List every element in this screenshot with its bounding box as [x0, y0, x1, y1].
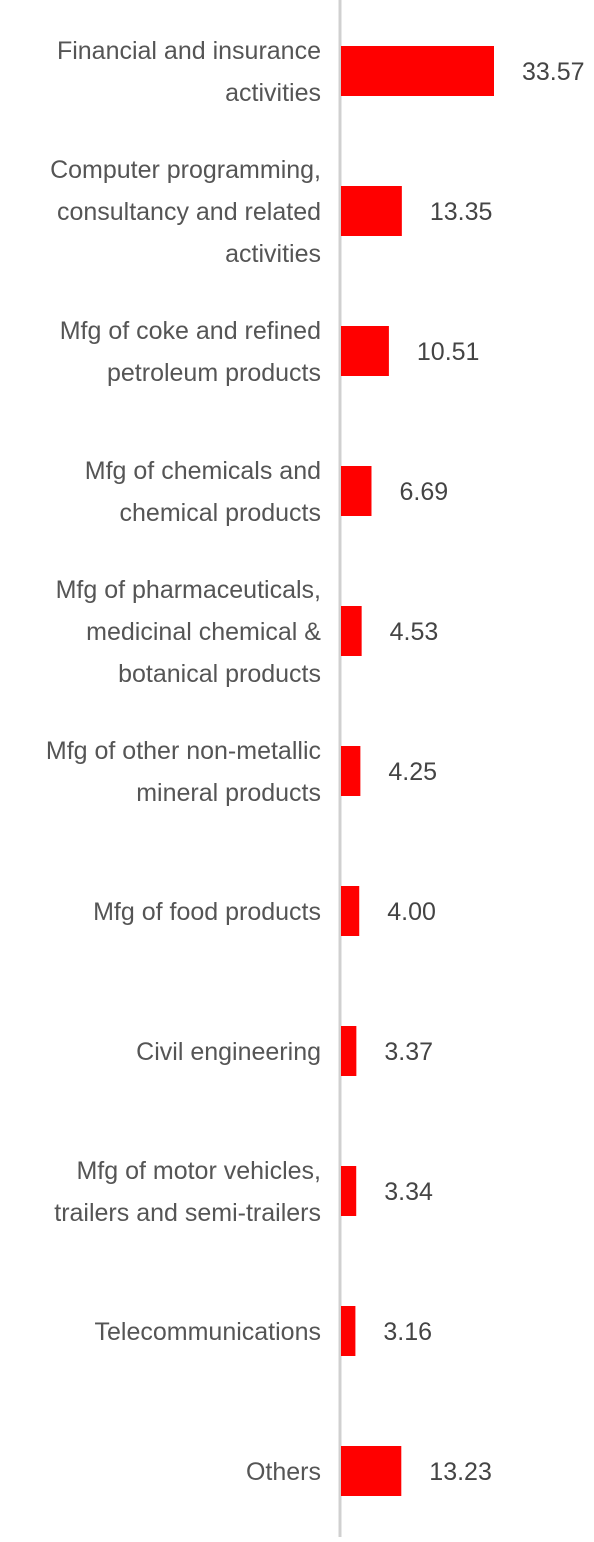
category-label-line: Mfg of motor vehicles, — [76, 1157, 321, 1185]
category-label-10: Others — [246, 1458, 321, 1486]
bar-6 — [341, 886, 360, 936]
category-label-line: activities — [225, 79, 321, 107]
bar-4 — [341, 606, 362, 656]
bar-0 — [341, 46, 494, 96]
bar-5 — [341, 746, 361, 796]
value-label-0: 33.57 — [522, 58, 585, 86]
bar-2 — [341, 326, 389, 376]
category-label-line: Civil engineering — [136, 1038, 321, 1066]
category-label-line: Financial and insurance — [57, 37, 321, 65]
value-label-3: 6.69 — [399, 478, 448, 506]
category-label-4: Mfg of pharmaceuticals, medicinal chemica… — [56, 576, 322, 688]
bars-group — [341, 46, 494, 1496]
value-label-4: 4.53 — [390, 618, 439, 646]
category-label-6: Mfg of food products — [93, 898, 321, 926]
bar-1 — [341, 186, 402, 236]
category-label-7: Civil engineering — [136, 1038, 321, 1066]
category-label-line: Mfg of chemicals and — [85, 457, 321, 485]
category-label-line: consultancy and related — [57, 198, 321, 226]
bar-7 — [341, 1026, 357, 1076]
category-label-line: petroleum products — [107, 359, 321, 387]
category-label-8: Mfg of motor vehicles, trailers and semi-… — [54, 1157, 321, 1227]
category-label-9: Telecommunications — [95, 1318, 322, 1346]
category-label-line: trailers and semi-trailers — [54, 1199, 321, 1227]
category-label-1: Computer programming, consultancy and rel… — [50, 156, 321, 268]
category-label-5: Mfg of other non-metallic mineral product… — [46, 737, 321, 807]
bar-9 — [341, 1306, 356, 1356]
value-label-6: 4.00 — [387, 898, 436, 926]
category-label-line: mineral products — [136, 779, 321, 807]
category-label-line: medicinal chemical & — [86, 618, 321, 646]
value-label-8: 3.34 — [384, 1178, 433, 1206]
category-label-line: Computer programming, — [50, 156, 321, 184]
category-label-line: activities — [225, 240, 321, 268]
category-label-line: Mfg of other non-metallic — [46, 737, 321, 765]
category-label-line: chemical products — [120, 499, 321, 527]
value-labels-group: 33.57 13.35 10.51 6.69 4.53 4.25 4.00 3.37 3.34 3… — [383, 58, 584, 1486]
category-label-line: Mfg of food products — [93, 898, 321, 926]
category-label-line: botanical products — [118, 660, 321, 688]
value-label-2: 10.51 — [417, 338, 480, 366]
value-label-7: 3.37 — [384, 1038, 433, 1066]
value-label-10: 13.23 — [429, 1458, 492, 1486]
bar-10 — [341, 1446, 402, 1496]
category-labels-group: Financial and insurance activitiesCompute… — [46, 37, 321, 1486]
category-label-3: Mfg of chemicals and chemical products — [85, 457, 321, 527]
category-label-line: Others — [246, 1458, 321, 1486]
category-label-0: Financial and insurance activities — [57, 37, 321, 107]
bar-3 — [341, 466, 372, 516]
bar-8 — [341, 1166, 357, 1216]
category-label-line: Mfg of pharmaceuticals, — [56, 576, 321, 604]
value-label-5: 4.25 — [388, 758, 437, 786]
category-label-2: Mfg of coke and refined petroleum product… — [60, 317, 321, 387]
value-label-9: 3.16 — [383, 1318, 432, 1346]
category-label-line: Mfg of coke and refined — [60, 317, 321, 345]
category-label-line: Telecommunications — [95, 1318, 322, 1346]
value-label-1: 13.35 — [430, 198, 493, 226]
